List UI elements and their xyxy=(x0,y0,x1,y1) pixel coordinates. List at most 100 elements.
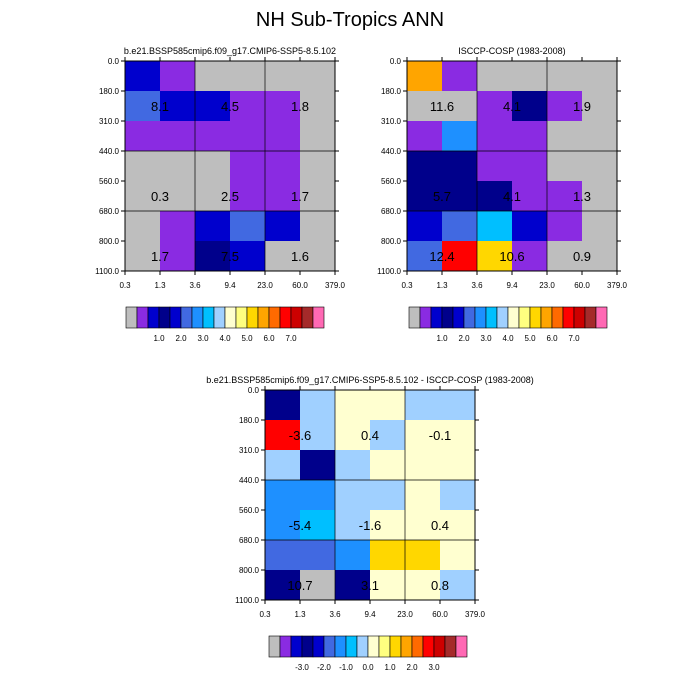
colorbar-label: 3.0 xyxy=(428,663,440,672)
heatmap-cell xyxy=(477,121,513,152)
colorbar-swatch xyxy=(301,306,314,329)
heatmap-cell xyxy=(440,420,476,451)
heatmap-cell xyxy=(300,480,336,511)
colorbar-label: 0.0 xyxy=(362,663,374,672)
colorbar-swatch xyxy=(485,306,498,329)
heatmap-cell xyxy=(440,390,476,421)
heatmap-cell xyxy=(547,91,583,122)
x-tick-label: 23.0 xyxy=(257,281,273,290)
heatmap-cell xyxy=(265,61,301,92)
cell-value-label: 1.6 xyxy=(291,249,309,264)
heatmap-cell xyxy=(512,91,548,122)
y-tick-label: 560.0 xyxy=(239,506,260,515)
heatmap-cell xyxy=(512,61,548,92)
y-tick-label: 0.0 xyxy=(390,57,402,66)
colorbar-swatch xyxy=(496,306,509,329)
heatmap-panel-2: ISCCP-COSP (1983-2008) 0.0 180.0 310.0 440.0… xyxy=(377,46,627,343)
colorbar-swatch xyxy=(444,635,457,658)
cell-value-label: 11.6 xyxy=(430,99,454,114)
heatmap-cell xyxy=(440,540,476,571)
heatmap-cell xyxy=(407,91,443,122)
heatmap-cell xyxy=(335,420,371,451)
heatmap-cell xyxy=(300,61,336,92)
heatmap-cell xyxy=(335,390,371,421)
heatmap-cell xyxy=(405,390,441,421)
colorbar-label: 5.0 xyxy=(241,334,253,343)
heatmap-cell xyxy=(370,570,406,601)
heatmap-cell xyxy=(477,241,513,272)
colorbar-swatch xyxy=(279,635,292,658)
x-tick-label: 23.0 xyxy=(539,281,555,290)
colorbar-swatch xyxy=(290,306,303,329)
heatmap-cell xyxy=(125,121,161,152)
panel-title: b.e21.BSSP585cmip6.f09_g17.CMIP6-SSP5-8.… xyxy=(206,375,534,385)
x-tick-label: 1.3 xyxy=(294,610,306,619)
y-tick-label: 1100.0 xyxy=(95,267,119,276)
colorbar-swatch xyxy=(441,306,454,329)
colorbar-swatch xyxy=(136,306,149,329)
colorbar-swatch xyxy=(419,306,432,329)
heatmap-cell xyxy=(370,480,406,511)
colorbar-label: 3.0 xyxy=(197,334,209,343)
heatmap-cell xyxy=(442,151,478,182)
heatmap-cell xyxy=(440,570,476,601)
heatmap-cell xyxy=(512,151,548,182)
heatmap-cell xyxy=(582,241,618,272)
cell-value-label: 10.7 xyxy=(287,578,312,593)
heatmap-cell xyxy=(300,181,336,212)
colorbar-swatch xyxy=(518,306,531,329)
heatmap-cell xyxy=(370,540,406,571)
cell-value-label: 0.3 xyxy=(151,189,169,204)
heatmap-cell xyxy=(405,480,441,511)
heatmap-cell xyxy=(265,480,301,511)
heatmap-cell xyxy=(195,241,231,272)
y-tick-label: 180.0 xyxy=(381,87,402,96)
heatmap-cell xyxy=(265,390,301,421)
x-tick-label: 60.0 xyxy=(292,281,308,290)
colorbar-swatch xyxy=(356,635,369,658)
heatmap-cell xyxy=(370,390,406,421)
heatmap-cell xyxy=(300,390,336,421)
heatmap-cell xyxy=(265,181,301,212)
colorbar-label: -2.0 xyxy=(317,663,331,672)
colorbar-swatch xyxy=(389,635,402,658)
colorbar-label: -3.0 xyxy=(295,663,309,672)
heatmap-cell xyxy=(160,91,196,122)
colorbar-label: 1.0 xyxy=(153,334,165,343)
heatmap-cell xyxy=(265,420,301,451)
y-tick-label: 310.0 xyxy=(99,117,120,126)
x-tick-label: 60.0 xyxy=(574,281,590,290)
x-tick-label: 3.6 xyxy=(329,610,341,619)
colorbar-swatch xyxy=(551,306,564,329)
heatmap-cell xyxy=(160,241,196,272)
cell-value-label: -3.6 xyxy=(289,428,311,443)
heatmap-cell xyxy=(125,241,161,272)
colorbar-swatch xyxy=(540,306,553,329)
heatmap-cell xyxy=(125,151,161,182)
x-tick-label: 3.6 xyxy=(471,281,483,290)
heatmap-cell xyxy=(160,181,196,212)
colorbar-label: 6.0 xyxy=(263,334,275,343)
cell-value-label: 4.5 xyxy=(221,99,239,114)
colorbar-swatch xyxy=(378,635,391,658)
colorbar-swatch xyxy=(268,635,281,658)
heatmap-cell xyxy=(300,570,336,601)
heatmap-cell xyxy=(125,61,161,92)
colorbar-swatch xyxy=(235,306,248,329)
y-tick-label: 800.0 xyxy=(239,566,260,575)
figure-title: NH Sub-Tropics ANN xyxy=(255,9,445,31)
heatmap-cell xyxy=(300,151,336,182)
y-tick-label: 310.0 xyxy=(381,117,402,126)
colorbar-label: 5.0 xyxy=(524,334,536,343)
cell-value-label: 7.5 xyxy=(221,249,239,264)
heatmap-cell xyxy=(440,450,476,481)
x-tick-label: 379.0 xyxy=(607,281,628,290)
colorbar-swatch xyxy=(290,635,303,658)
colorbar-swatch xyxy=(474,306,487,329)
colorbar-swatch xyxy=(452,306,465,329)
x-tick-label: 0.3 xyxy=(401,281,413,290)
heatmap-cell xyxy=(195,151,231,182)
cell-value-label: 0.9 xyxy=(573,249,591,264)
heatmap-cell xyxy=(442,241,478,272)
heatmap-cell xyxy=(335,450,371,481)
